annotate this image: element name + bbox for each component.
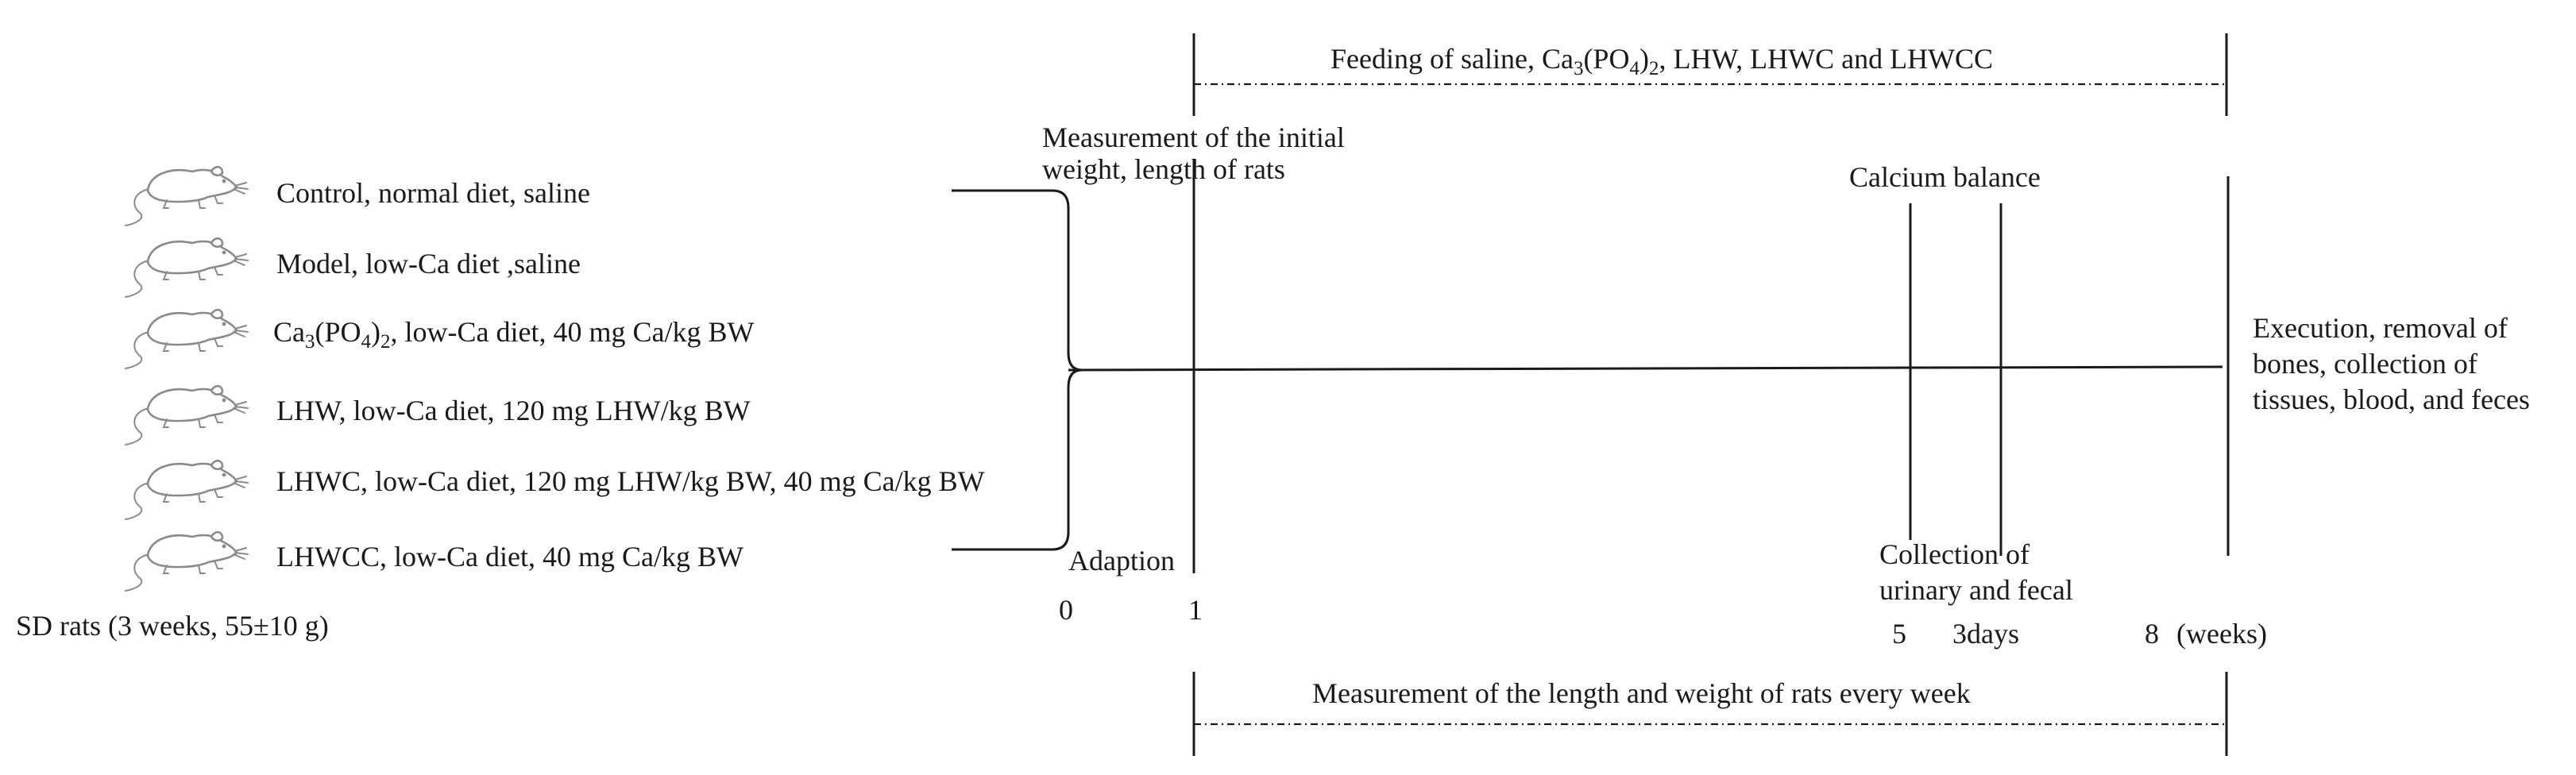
group-lhwc-label: LHWC, low-Ca diet, 120 mg LHW/kg BW, 40 … (276, 465, 985, 497)
group-list: Control, normal diet, saline Model, low-… (16, 165, 985, 642)
initial-measurement-line1: Measurement of the initial (1042, 121, 1345, 153)
rat-icon (124, 530, 249, 592)
tick-3days: 3days (1952, 618, 2019, 650)
rat-icon (124, 237, 249, 299)
execution-line2: bones, collection of (2253, 348, 2478, 380)
group-model-label: Model, low-Ca diet ,saline (276, 248, 581, 280)
group-control-label: Control, normal diet, saline (276, 177, 590, 209)
rat-icon (124, 165, 249, 227)
rat-icon (124, 384, 249, 446)
group-ca3po42-label: Ca3(PO4)2, low-Ca diet, 40 mg Ca/kg BW (273, 316, 754, 353)
tick-0: 0 (1059, 594, 1073, 626)
tick-1: 1 (1188, 594, 1203, 626)
feeding-label: Feeding of saline, Ca3(PO4)2, LHW, LHWC … (1330, 43, 1993, 79)
tick-5: 5 (1892, 618, 1906, 650)
calcium-balance-label: Calcium balance (1849, 161, 2041, 193)
tick-8: 8 (2145, 618, 2159, 650)
collection-line2: urinary and fecal (1879, 574, 2073, 606)
initial-measurement-line2: weight, length of rats (1042, 153, 1285, 185)
timeline-axis (1068, 365, 2223, 372)
sd-rats-label: SD rats (3 weeks, 55±10 g) (16, 610, 329, 642)
adaption-label: Adaption (1068, 545, 1175, 576)
weeks-unit-label: (weeks) (2176, 618, 2267, 650)
group-lhwcc-label: LHWCC, low-Ca diet, 40 mg Ca/kg BW (276, 541, 743, 573)
collection-line1: Collection of (1879, 538, 2030, 570)
execution-line1: Execution, removal of (2253, 312, 2508, 344)
execution-line3: tissues, blood, and feces (2253, 384, 2530, 415)
rat-icon (124, 308, 249, 370)
rat-icon (124, 459, 249, 521)
group-lhw-label: LHW, low-Ca diet, 120 mg LHW/kg BW (276, 395, 751, 426)
weekly-measurement-label: Measurement of the length and weight of … (1312, 677, 1971, 709)
